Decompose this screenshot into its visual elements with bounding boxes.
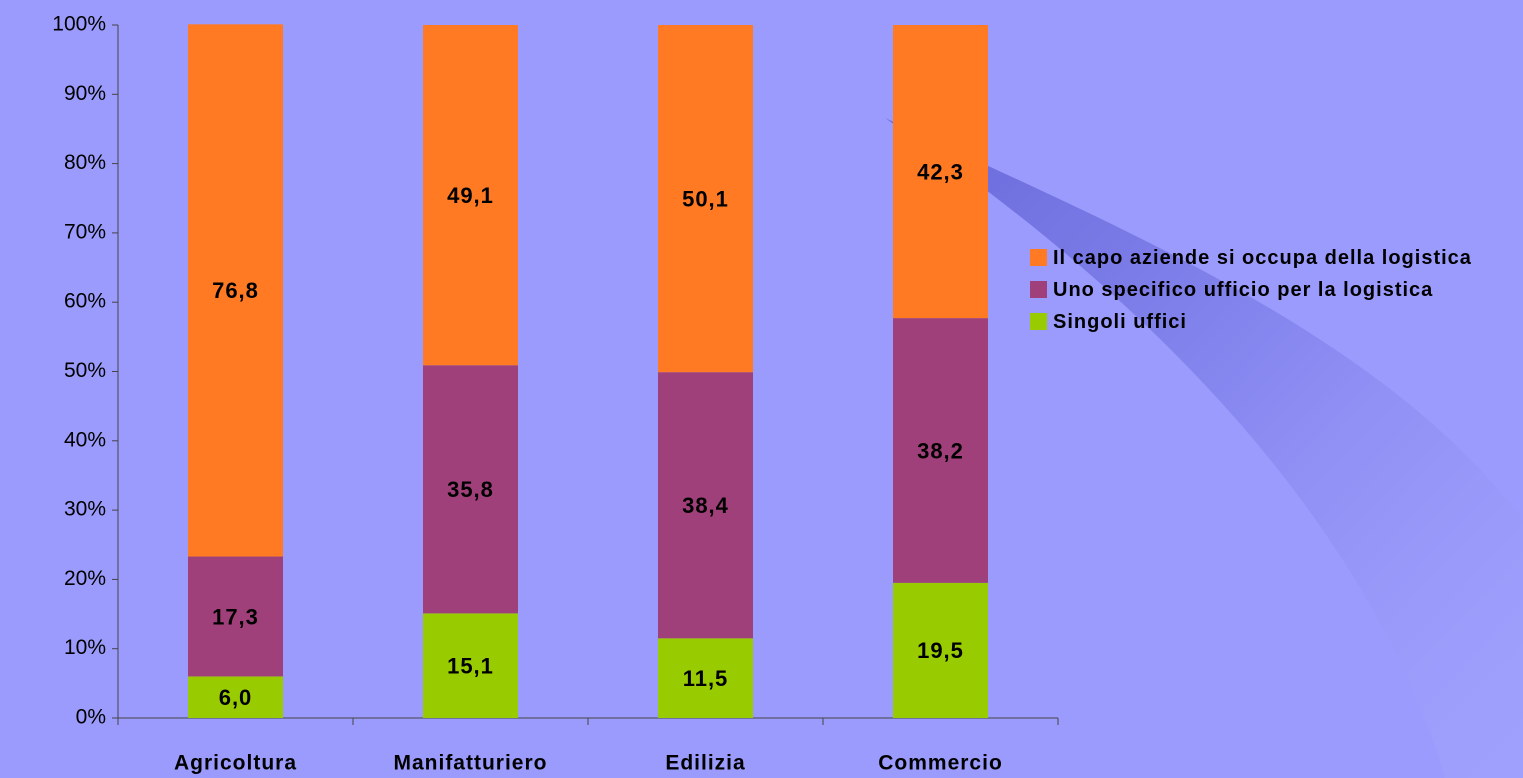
y-tick-label: 90%: [64, 82, 106, 105]
legend-label: Singoli uffici: [1053, 311, 1187, 333]
value-label: 15,1: [447, 653, 494, 678]
plot-area: 0% 10% 20% 30% 40% 50% 60% 70% 80% 90% 100% Agricol…: [52, 13, 1059, 775]
legend-swatch: [1030, 249, 1047, 266]
x-tick-label: Agricoltura: [174, 752, 297, 775]
value-label: 38,4: [682, 493, 729, 518]
value-label: 17,3: [212, 604, 259, 629]
value-label: 50,1: [682, 186, 729, 211]
y-tick-label: 50%: [64, 359, 106, 382]
legend-item: Singoli uffici: [1030, 309, 1510, 335]
value-label: 6,0: [219, 685, 253, 710]
bar-segment: [423, 613, 518, 718]
x-tick-label: Commercio: [878, 752, 1003, 775]
legend-swatch: [1030, 313, 1047, 330]
bar-segment: [658, 372, 753, 639]
y-tick-label: 20%: [64, 567, 106, 590]
y-tick-label: 80%: [64, 151, 106, 174]
y-tick-label: 10%: [64, 636, 106, 659]
value-label: 35,8: [447, 477, 494, 502]
legend-label: Uno specifico ufficio per la logistica: [1053, 279, 1434, 301]
value-label: 38,2: [917, 438, 964, 463]
y-tick-label: 60%: [64, 290, 106, 313]
value-label: 19,5: [917, 638, 964, 663]
legend-item: Uno specifico ufficio per la logistica: [1030, 277, 1510, 303]
bar-segment: [188, 24, 283, 557]
y-tick-label: 100%: [52, 13, 106, 36]
y-tick-label: 40%: [64, 428, 106, 451]
y-tick-label: 0%: [76, 706, 106, 729]
x-tick-label: Manifatturiero: [393, 752, 547, 775]
bar-segment: [658, 638, 753, 718]
legend: Il capo aziende si occupa della logistic…: [1030, 245, 1510, 341]
bar-segment: [893, 318, 988, 583]
y-tick-label: 30%: [64, 498, 106, 521]
x-tick-label: Edilizia: [665, 752, 745, 775]
bar-segment: [188, 676, 283, 718]
value-label: 49,1: [447, 183, 494, 208]
value-label: 42,3: [917, 159, 964, 184]
value-label: 76,8: [212, 278, 259, 303]
legend-label: Il capo aziende si occupa della logistic…: [1053, 247, 1472, 269]
bar-segment: [658, 25, 753, 373]
legend-swatch: [1030, 281, 1047, 298]
bar-segment: [188, 556, 283, 677]
value-label: 11,5: [683, 666, 729, 691]
bar-segment: [893, 25, 988, 319]
legend-item: Il capo aziende si occupa della logistic…: [1030, 245, 1510, 271]
bar-segment: [893, 582, 988, 718]
bar-segment: [423, 25, 518, 366]
bar-segment: [423, 365, 518, 614]
y-tick-label: 70%: [64, 220, 106, 243]
decor-swoosh: [885, 118, 1523, 778]
